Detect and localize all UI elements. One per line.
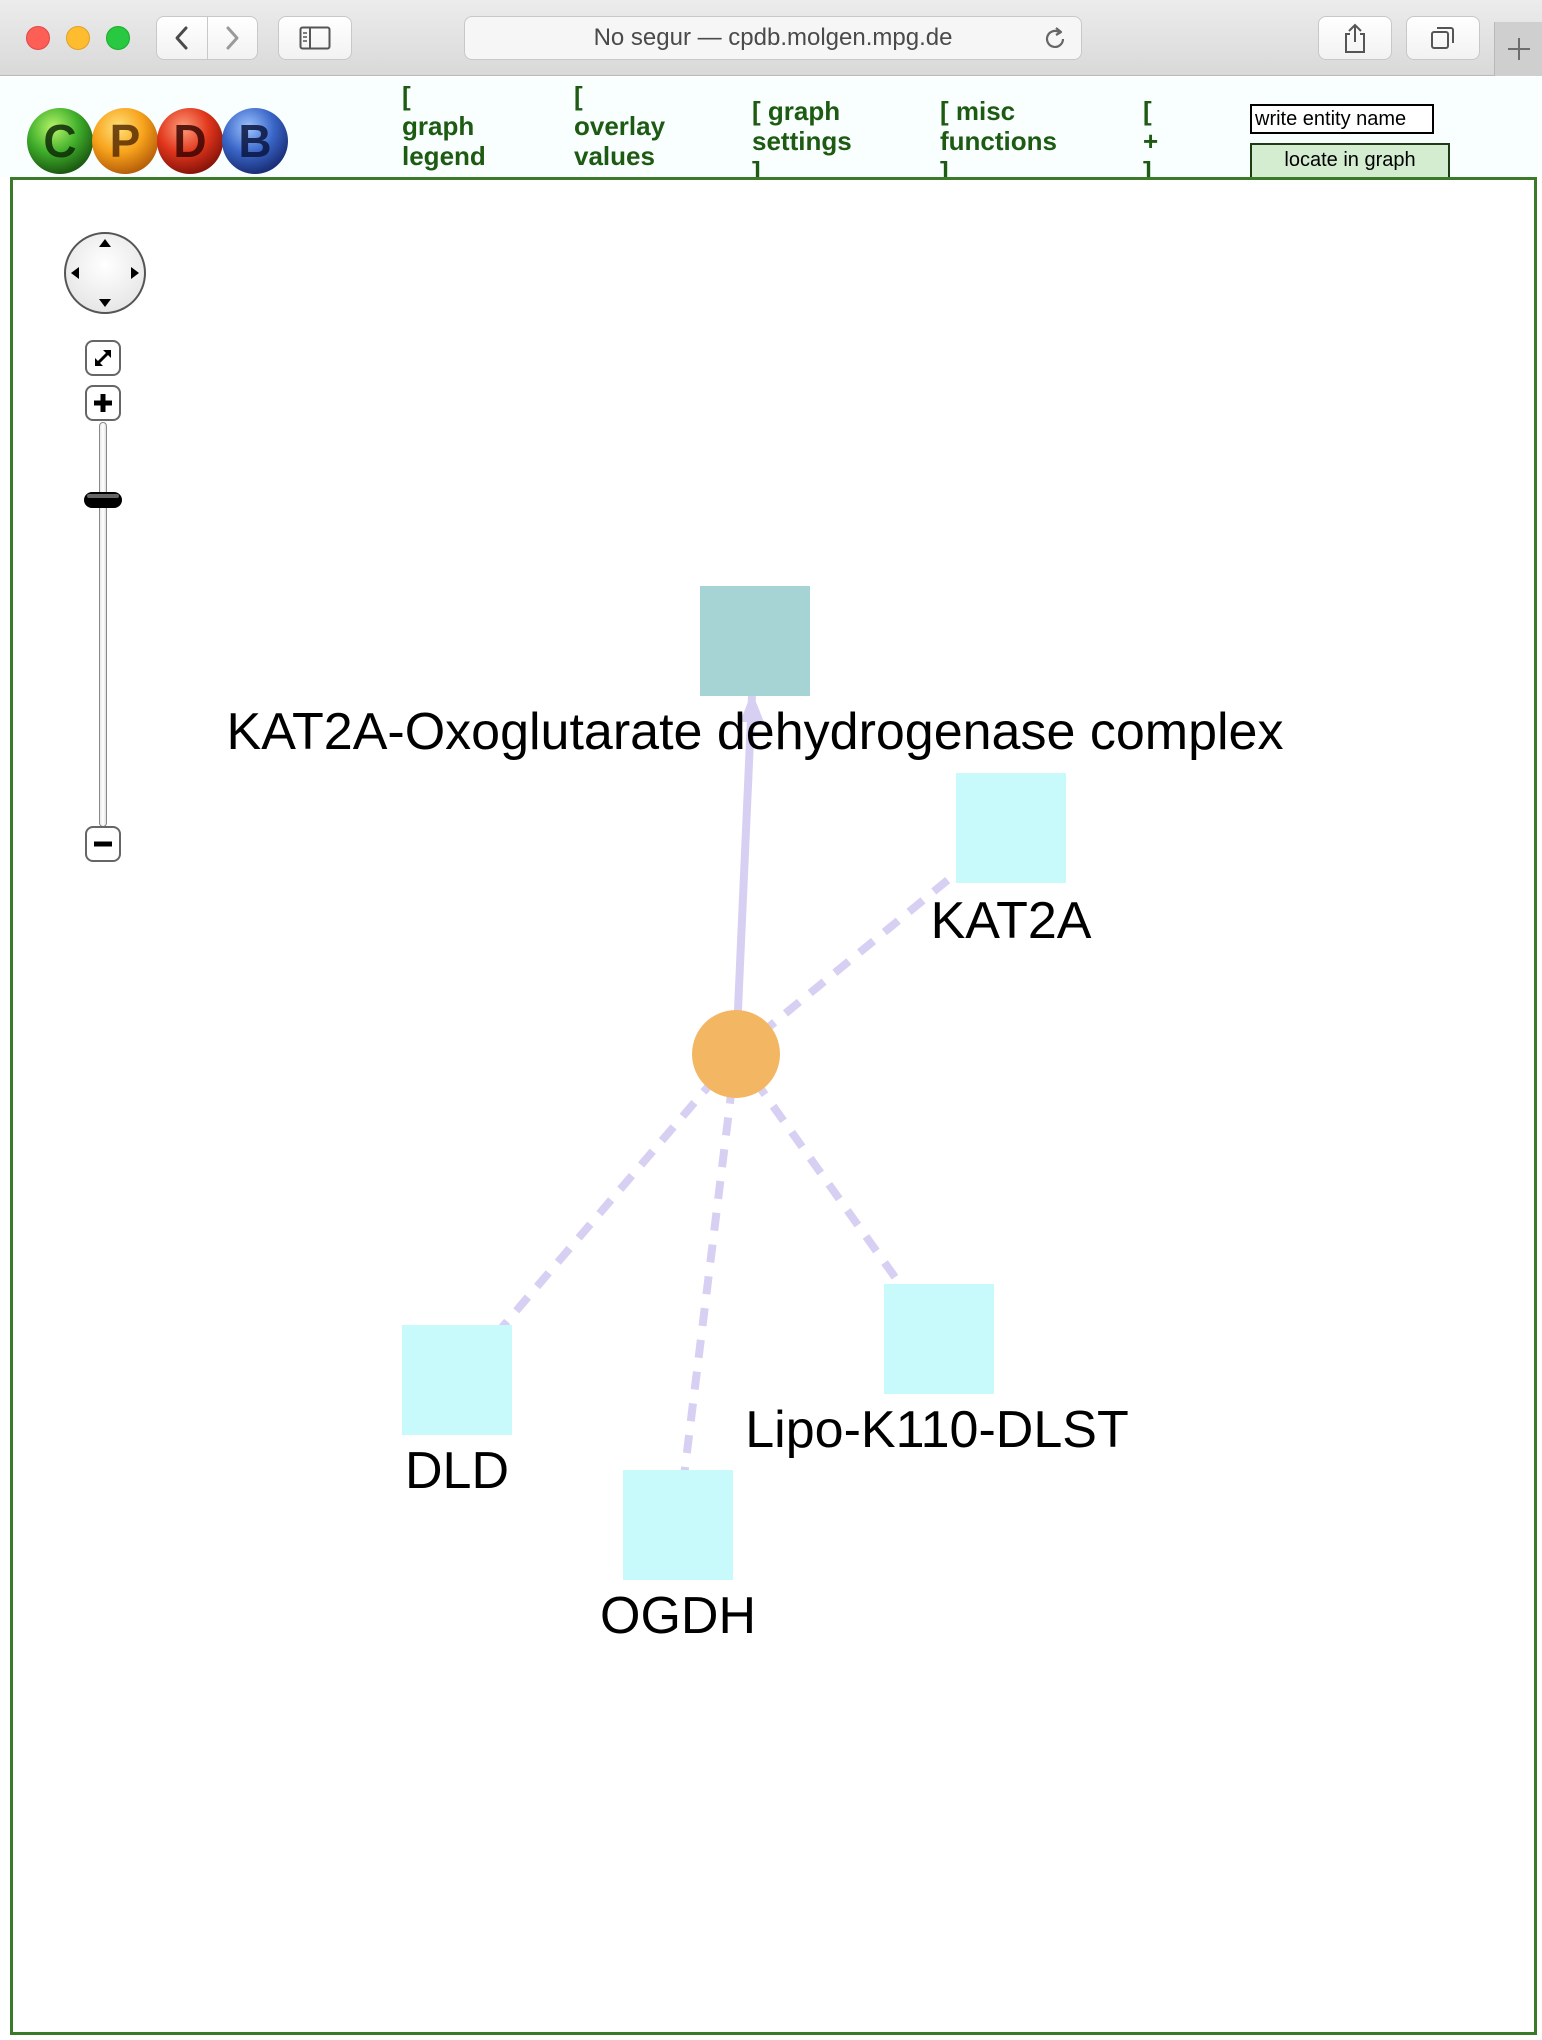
edge-hub-ogdh [674, 1053, 740, 1526]
locate-in-graph-button[interactable]: locate in graph [1250, 143, 1450, 177]
node-dlst[interactable] [884, 1284, 994, 1394]
forward-button[interactable] [206, 17, 258, 59]
locate-in-graph-label: locate in graph [1284, 149, 1416, 171]
reload-icon[interactable] [1041, 25, 1069, 53]
node-label-dlst: Lipo-K110-DLST [745, 1401, 1129, 1459]
logo-letter-b: B [238, 115, 271, 167]
sidebar-button[interactable] [278, 16, 352, 60]
plus-menu-link[interactable]: [ + ] [1143, 96, 1173, 177]
plus-menu-line-2: + [1143, 126, 1159, 156]
network-graph [402, 586, 1066, 1580]
plus-menu-line-1: [ [1143, 96, 1152, 126]
overlay-values-line-3: values [574, 141, 655, 171]
entity-name-input[interactable] [1250, 104, 1434, 134]
node-label-complex: KAT2A-Oxoglutarate dehydrogenase complex [226, 703, 1284, 761]
graph-settings-link[interactable]: [ graph settings ] [752, 96, 882, 177]
chevron-left-icon [175, 26, 188, 50]
logo-letter-c: C [43, 115, 76, 167]
node-hub[interactable] [692, 1010, 780, 1098]
share-button[interactable] [1318, 16, 1392, 60]
node-complex[interactable] [700, 586, 810, 696]
edge-hub-complex [732, 695, 756, 1055]
zoom-slider-thumb[interactable] [83, 490, 123, 510]
plus-icon [94, 394, 112, 412]
zoom-in-button[interactable] [85, 385, 121, 421]
graph-settings-line-2: settings [752, 126, 852, 156]
logo-letter-d: D [173, 115, 206, 167]
graph-settings-line-1: [ graph [752, 96, 841, 126]
pan-up-icon [99, 239, 111, 247]
browser-toolbar: No segur — cpdb.molgen.mpg.de [0, 0, 1542, 76]
overlay-values-line-1: [ [574, 81, 583, 111]
pan-left-icon [71, 267, 79, 279]
node-label-dld: DLD [404, 1442, 510, 1500]
node-ogdh[interactable] [623, 1470, 733, 1580]
graph-settings-line-3: ] [752, 156, 761, 177]
edge-arrowhead [740, 692, 764, 722]
history-nav [156, 16, 258, 60]
graph-legend-link[interactable]: [ graph legend [402, 81, 512, 177]
pan-right-icon [131, 267, 139, 279]
plus-icon [1507, 38, 1530, 60]
misc-functions-line-1: [ misc [940, 96, 1016, 126]
overlay-values-link[interactable]: [ overlay values [574, 81, 694, 177]
pan-down-icon [99, 299, 111, 307]
node-label-ogdh: OGDH [600, 1587, 756, 1645]
tabs-icon [1431, 27, 1454, 49]
zoom-out-button[interactable] [85, 826, 121, 862]
node-dld[interactable] [402, 1325, 512, 1435]
overlay-values-line-2: overlay [574, 111, 666, 141]
plus-menu-line-3: ] [1143, 156, 1152, 177]
tabs-overview-button[interactable] [1406, 16, 1480, 60]
misc-functions-link[interactable]: [ misc functions ] [940, 96, 1080, 177]
sidebar-icon [299, 26, 331, 50]
logo-letter-p: P [110, 115, 141, 167]
node-kat2a[interactable] [956, 773, 1066, 883]
share-icon [1345, 23, 1365, 53]
graph-legend-line-1: [ [402, 81, 411, 111]
zoom-window-button[interactable] [106, 26, 130, 50]
pan-control[interactable] [63, 231, 147, 315]
close-window-button[interactable] [26, 26, 50, 50]
graph-legend-line-2: graph [402, 111, 475, 141]
cpdb-logo: C P D B [27, 108, 288, 174]
nodes-layer [402, 586, 1066, 1580]
address-text: No segur — cpdb.molgen.mpg.de [593, 24, 953, 51]
back-button[interactable] [157, 17, 207, 59]
graph-legend-line-3: legend [402, 141, 486, 171]
misc-functions-line-3: ] [940, 156, 949, 177]
graph-canvas[interactable]: KAT2A-Oxoglutarate dehydrogenase complex… [10, 177, 1537, 2035]
zoom-fit-button[interactable] [85, 340, 121, 376]
misc-functions-line-2: functions [940, 126, 1057, 156]
chevron-right-icon [226, 26, 239, 50]
new-tab-button[interactable] [1494, 22, 1542, 76]
expand-icon [94, 349, 112, 367]
minimize-window-button[interactable] [66, 26, 90, 50]
node-label-kat2a: KAT2A [930, 892, 1092, 950]
zoom-slider-track[interactable] [99, 422, 107, 827]
address-bar[interactable]: No segur — cpdb.molgen.mpg.de [464, 16, 1082, 60]
